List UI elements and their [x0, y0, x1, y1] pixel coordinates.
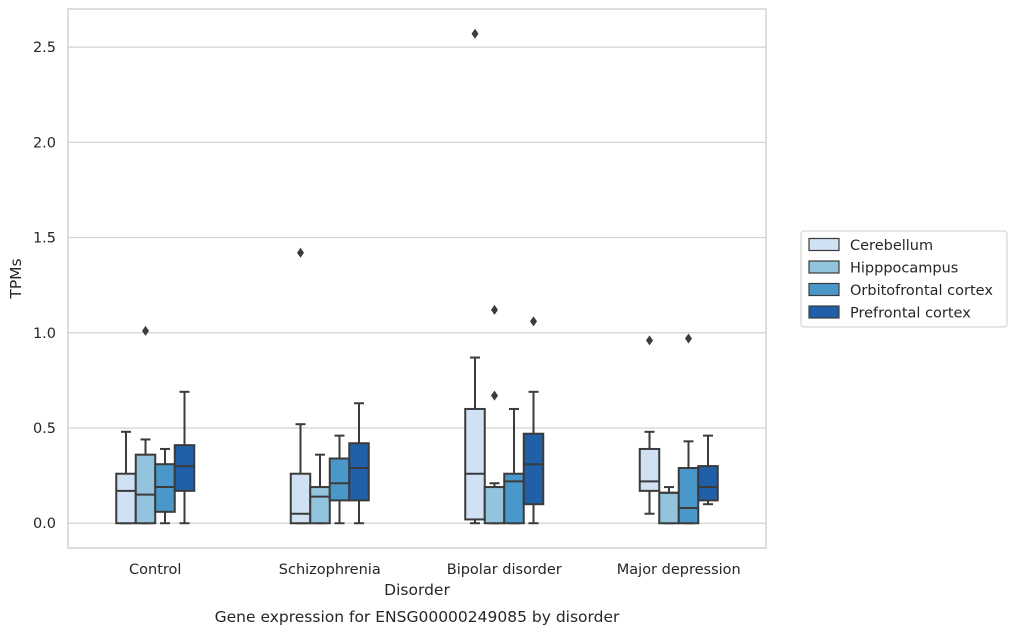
x-axis-label: Disorder: [384, 581, 450, 599]
chart-title: Gene expression for ENSG00000249085 by d…: [215, 608, 620, 626]
box-cerebellum: [464, 28, 486, 525]
box-orbitofrontal-cortex: [328, 434, 351, 525]
legend-label: Prefrontal cortex: [850, 306, 971, 322]
x-tick-label: Control: [129, 562, 181, 578]
y-tick-label: 1.5: [33, 231, 56, 247]
x-tick-label: Bipolar disorder: [447, 562, 562, 578]
box-body: [638, 447, 661, 492]
box-body: [697, 465, 719, 502]
box-orbitofrontal-cortex: [503, 407, 525, 525]
box-prefrontal-cortex: [348, 402, 370, 525]
box-body: [328, 457, 351, 502]
legend: Cerebellum Hipppocampus Orbitofrontal cort…: [800, 230, 1008, 328]
y-tick-label: 0.5: [33, 421, 56, 437]
box-body: [173, 444, 196, 492]
y-axis-label: TPMs: [7, 258, 25, 299]
x-tick-label: Schizophrenia: [279, 562, 381, 578]
outlier-point: [491, 390, 498, 401]
plot-frame: [67, 8, 767, 549]
legend-label: Orbitofrontal cortex: [850, 283, 993, 299]
y-tick-label: 2.5: [33, 40, 56, 56]
legend-swatch: [808, 237, 840, 252]
y-gridlines: [68, 46, 766, 524]
box-cerebellum: [115, 430, 137, 525]
x-tick-labels: Control Schizophrenia Bipolar disorder Majo…: [129, 562, 741, 578]
outlier-point: [471, 28, 479, 39]
box-body: [309, 486, 331, 525]
box-body: [464, 407, 486, 521]
outlier-point: [646, 335, 653, 346]
legend-swatch: [808, 305, 840, 319]
box-body: [348, 442, 370, 502]
legend-label: Cerebellum: [850, 238, 933, 254]
y-tick-labels: 0.0 0.5 1.0 1.5 2.0 2.5: [33, 40, 56, 532]
box-hipppocampus: [483, 304, 506, 525]
legend-label: Hipppocampus: [850, 261, 958, 277]
box-prefrontal-cortex: [522, 316, 545, 525]
y-tick-label: 1.0: [33, 326, 56, 342]
outlier-point: [142, 325, 149, 336]
box-cerebellum: [638, 335, 661, 515]
legend-swatch: [808, 282, 840, 297]
box-orbitofrontal-cortex: [677, 333, 700, 525]
box-body: [522, 432, 545, 506]
y-tick-label: 0.0: [33, 516, 56, 532]
outlier-point: [530, 316, 537, 327]
box-body: [483, 486, 506, 525]
x-tick-label: Major depression: [617, 562, 741, 578]
outlier-point: [297, 247, 304, 258]
y-tick-label: 2.0: [33, 135, 56, 151]
box-cerebellum: [289, 247, 312, 525]
box-hipppocampus: [134, 325, 157, 525]
box-body: [115, 472, 137, 525]
box-body: [289, 472, 312, 525]
box-prefrontal-cortex: [697, 434, 719, 506]
box-prefrontal-cortex: [173, 390, 196, 525]
box-body: [677, 467, 700, 525]
outlier-point: [491, 304, 498, 315]
box-orbitofrontal-cortex: [154, 447, 176, 525]
box-hipppocampus: [309, 453, 331, 525]
boxes: [115, 28, 719, 525]
box-body: [658, 491, 680, 525]
legend-swatch: [808, 260, 840, 274]
legend-frame: [800, 230, 1008, 328]
box-body: [134, 453, 157, 525]
outlier-point: [685, 333, 692, 344]
box-hipppocampus: [658, 486, 680, 525]
